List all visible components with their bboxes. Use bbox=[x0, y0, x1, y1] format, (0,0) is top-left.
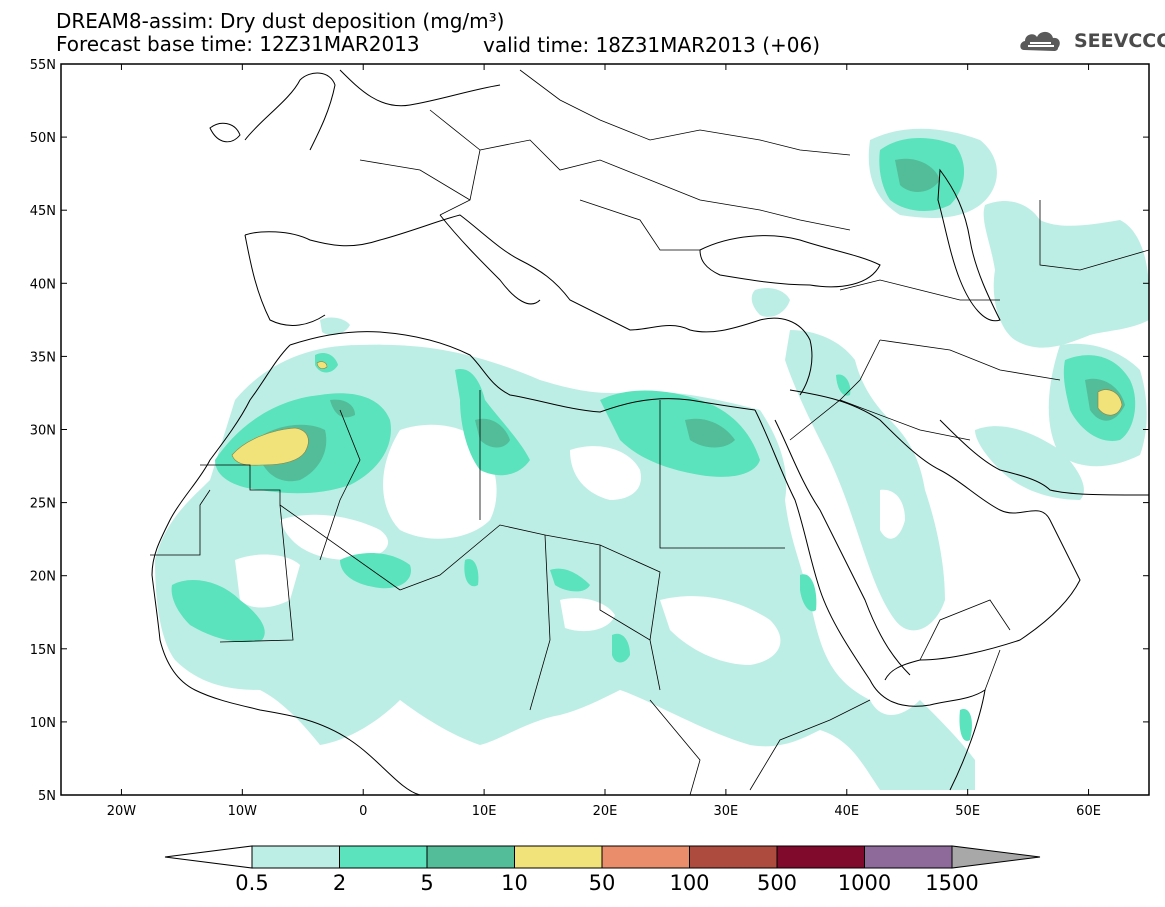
lon-tick-label: 20E bbox=[593, 804, 618, 819]
colorbar-legend: 0.5 2 5 10 50 100 500 1000 1500 bbox=[164, 845, 1041, 895]
colorbar-swatch bbox=[776, 845, 865, 869]
colorbar-swatch bbox=[864, 845, 953, 869]
colorbar-level-label: 500 bbox=[757, 871, 797, 895]
country-borders bbox=[150, 69, 1149, 795]
colorbar-level-label: 100 bbox=[669, 871, 709, 895]
deposition-field-level2 bbox=[171, 138, 1136, 741]
colorbar-level-label: 0.5 bbox=[235, 871, 268, 895]
colorbar-swatch bbox=[601, 845, 690, 869]
colorbar-level-label: 1500 bbox=[925, 871, 978, 895]
lon-tick-label: 50E bbox=[955, 804, 980, 819]
lat-tick-label: 20N bbox=[30, 570, 56, 585]
valid-time: valid time: 18Z31MAR2013 (+06) bbox=[483, 33, 821, 57]
lat-tick-label: 45N bbox=[30, 204, 56, 219]
lon-tick-label: 10W bbox=[228, 804, 258, 819]
lat-tick-label: 50N bbox=[30, 131, 56, 146]
lat-tick-label: 25N bbox=[30, 497, 56, 512]
coastlines bbox=[151, 69, 1149, 795]
colorbar-level-label: 5 bbox=[420, 871, 433, 895]
lon-tick-label: 40E bbox=[834, 804, 859, 819]
lon-tick-label: 20W bbox=[107, 804, 137, 819]
map-area bbox=[150, 69, 1149, 795]
colorbar-over-triangle bbox=[951, 845, 1041, 869]
forecast-base-time: Forecast base time: 12Z31MAR2013 bbox=[56, 32, 420, 56]
lon-tick-label: 10E bbox=[472, 804, 497, 819]
lat-tick-label: 30N bbox=[30, 424, 56, 439]
latitude-axis: 55N 50N 45N 40N 35N 30N 25N 20N 15N 10N 5N bbox=[30, 58, 1149, 804]
colorbar-level-label: 50 bbox=[589, 871, 616, 895]
colorbar-under-triangle bbox=[164, 845, 253, 869]
lon-tick-label: 60E bbox=[1076, 804, 1101, 819]
deposition-field-level4 bbox=[231, 361, 1123, 466]
lat-tick-label: 15N bbox=[30, 643, 56, 658]
cloud-icon bbox=[1020, 31, 1060, 51]
deposition-gaps bbox=[280, 424, 905, 665]
lat-tick-label: 40N bbox=[30, 277, 56, 292]
colorbar-level-label: 10 bbox=[501, 871, 528, 895]
lon-tick-label: 30E bbox=[714, 804, 739, 819]
lat-tick-label: 35N bbox=[30, 350, 56, 365]
logo-text: SEEVCCC bbox=[1074, 30, 1165, 52]
colorbar-swatch bbox=[251, 845, 340, 869]
lat-tick-label: 10N bbox=[30, 716, 56, 731]
colorbar-level-label: 2 bbox=[333, 871, 346, 895]
lat-tick-label: 55N bbox=[30, 58, 56, 73]
colorbar-swatch bbox=[514, 845, 603, 869]
colorbar-swatch bbox=[339, 845, 428, 869]
longitude-axis: 20W 10W 0 10E 20E 30E 40E 50E 60E bbox=[107, 64, 1101, 819]
colorbar-level-label: 1000 bbox=[838, 871, 891, 895]
colorbar-swatch bbox=[426, 845, 515, 869]
map-title: DREAM8-assim: Dry dust deposition (mg/m³… bbox=[56, 9, 505, 33]
lon-tick-label: 0 bbox=[359, 804, 367, 819]
lat-tick-label: 5N bbox=[38, 789, 56, 804]
colorbar-swatch bbox=[689, 845, 778, 869]
